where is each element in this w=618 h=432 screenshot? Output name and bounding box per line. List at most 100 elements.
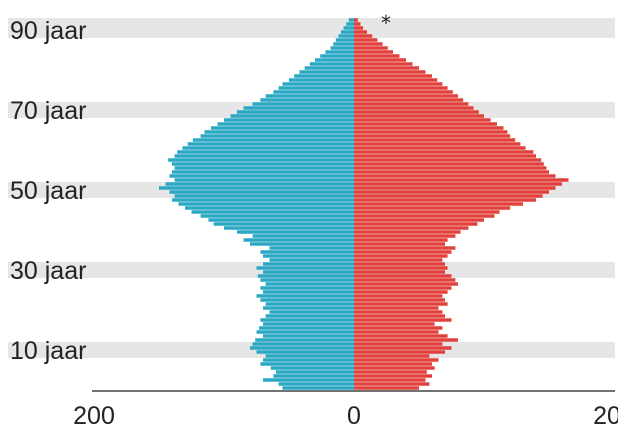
bar-right-age-40: [354, 226, 469, 230]
bar-left-age-68: [230, 114, 354, 118]
bar-left-age-82: [315, 58, 354, 62]
bar-right-age-51: [354, 182, 562, 186]
bar-left-age-56: [172, 162, 354, 166]
bar-right-age-67: [354, 118, 491, 122]
bar-right-age-11: [354, 342, 443, 346]
bar-left-age-12: [255, 338, 354, 342]
bar-right-age-88: [354, 34, 373, 38]
bar-right-age-17: [354, 318, 452, 322]
bar-right-age-72: [354, 98, 464, 102]
bar-right-age-39: [354, 230, 461, 234]
bar-left-age-35: [269, 246, 354, 250]
bar-right-age-32: [354, 258, 443, 262]
y-tick-label-2: 50 jaar: [10, 177, 86, 205]
bar-left-age-2: [263, 378, 354, 382]
bar-left-age-60: [182, 146, 354, 150]
bar-right-age-43: [354, 214, 495, 218]
bar-left-age-91: [346, 22, 354, 26]
bar-right-age-36: [354, 242, 445, 246]
bar-left-age-33: [263, 254, 354, 258]
bar-left-age-27: [260, 278, 354, 282]
bar-left-age-73: [265, 94, 354, 98]
bar-left-age-51: [165, 182, 354, 186]
bar-left-age-63: [200, 134, 354, 138]
bar-left-age-74: [273, 90, 354, 94]
bar-right-age-5: [354, 366, 435, 370]
bar-left-age-44: [191, 210, 354, 214]
bar-left-age-29: [263, 270, 354, 274]
bar-left-age-65: [211, 126, 354, 130]
bar-right-age-2: [354, 378, 426, 382]
bar-left-age-92: [348, 18, 354, 22]
bar-left-age-64: [204, 130, 354, 134]
y-tick-label-4: 90 jaar: [10, 17, 86, 45]
bar-right-age-3: [354, 374, 432, 378]
bar-right-age-77: [354, 78, 438, 82]
bar-left-age-86: [333, 42, 354, 46]
bar-right-age-75: [354, 86, 448, 90]
y-tick-label-0: 10 jaar: [10, 337, 86, 365]
bar-left-age-7: [263, 358, 354, 362]
bar-right-age-28: [354, 274, 452, 278]
bar-left-age-42: [208, 218, 354, 222]
bar-left-age-13: [263, 334, 354, 338]
bar-right-age-82: [354, 58, 406, 62]
bar-right-age-44: [354, 210, 500, 214]
bar-right-age-50: [354, 186, 556, 190]
bar-right-age-7: [354, 358, 439, 362]
bar-right-age-63: [354, 134, 510, 138]
bar-left-age-58: [174, 154, 354, 158]
bar-right-age-9: [354, 350, 445, 354]
bar-left-age-75: [278, 86, 354, 90]
bar-right-age-29: [354, 270, 445, 274]
bar-right-age-47: [354, 198, 536, 202]
bar-left-age-1: [278, 382, 354, 386]
bar-right-age-42: [354, 218, 484, 222]
bar-left-age-17: [260, 318, 354, 322]
bar-left-age-0: [282, 386, 354, 390]
bar-right-age-14: [354, 330, 439, 334]
bar-right-age-25: [354, 286, 452, 290]
bar-left-age-72: [260, 98, 354, 102]
age-band-shading: [8, 18, 615, 358]
bar-left-age-37: [243, 238, 354, 242]
bar-left-age-26: [265, 282, 354, 286]
bar-right-age-26: [354, 282, 458, 286]
bar-left-age-31: [263, 262, 354, 266]
bar-left-age-25: [260, 286, 354, 290]
bar-right-age-13: [354, 334, 448, 338]
bar-right-age-19: [354, 310, 443, 314]
bar-right-age-10: [354, 346, 452, 350]
bar-right-age-24: [354, 290, 448, 294]
pyramid-bars: [159, 18, 569, 390]
y-tick-label-3: 70 jaar: [10, 97, 86, 125]
bar-left-age-61: [187, 142, 354, 146]
bar-left-age-23: [256, 294, 354, 298]
bar-right-age-53: [354, 174, 556, 178]
bar-right-age-69: [354, 110, 479, 114]
bar-left-age-87: [335, 38, 354, 42]
bar-right-age-49: [354, 190, 549, 194]
bar-right-age-21: [354, 302, 448, 306]
bar-left-age-40: [224, 226, 354, 230]
bar-right-age-8: [354, 354, 430, 358]
bar-right-age-30: [354, 266, 448, 270]
bar-left-age-36: [250, 242, 354, 246]
bar-left-age-80: [304, 66, 354, 70]
bar-left-age-85: [330, 46, 354, 50]
bar-right-age-37: [354, 238, 448, 242]
bar-left-age-48: [174, 194, 354, 198]
bar-right-age-80: [354, 66, 419, 70]
bar-right-age-20: [354, 306, 439, 310]
bar-right-age-66: [354, 122, 497, 126]
bar-right-age-83: [354, 54, 400, 58]
age-band-1: [8, 262, 615, 278]
bar-right-age-1: [354, 382, 430, 386]
bar-right-age-81: [354, 62, 413, 66]
bar-right-age-48: [354, 194, 543, 198]
bar-left-age-24: [263, 290, 354, 294]
bar-right-age-87: [354, 38, 378, 42]
bar-left-age-83: [320, 54, 354, 58]
bar-left-age-70: [243, 106, 354, 110]
